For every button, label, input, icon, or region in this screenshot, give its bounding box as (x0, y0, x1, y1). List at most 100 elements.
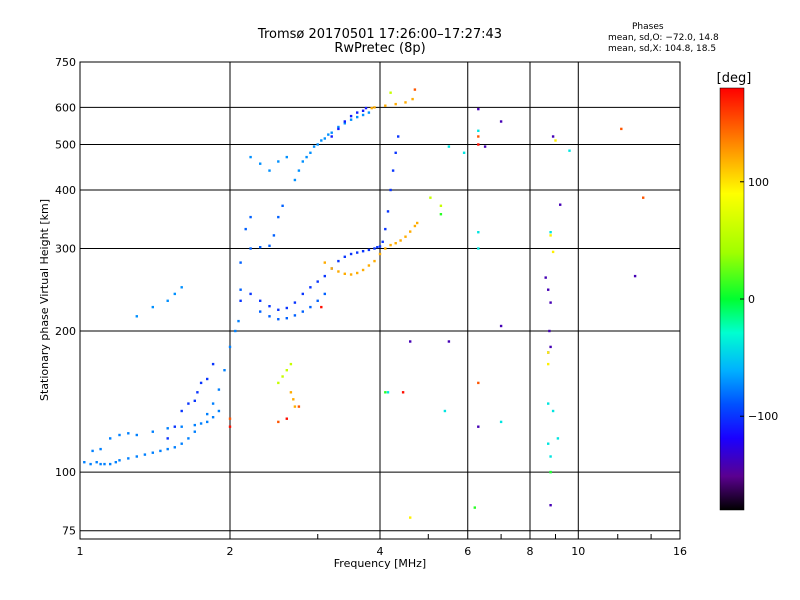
echo-point (477, 425, 480, 428)
echo-point (349, 273, 353, 276)
echo-point (443, 409, 447, 413)
echo-point (447, 145, 451, 148)
echo-point (173, 446, 176, 449)
echo-point (196, 391, 199, 394)
echo-point (277, 215, 280, 219)
colorbar-tick-label: 100 (748, 176, 769, 189)
echo-point (277, 308, 280, 311)
y-tick-label: 200 (55, 325, 76, 338)
echo-point (349, 114, 353, 118)
echo-point (180, 442, 183, 445)
echo-point (429, 196, 432, 199)
echo-point (211, 416, 215, 419)
echo-point (337, 259, 340, 263)
x-tick-label: 10 (571, 545, 585, 558)
echo-point (268, 169, 271, 172)
echo-point (234, 329, 237, 333)
echo-point (239, 261, 242, 264)
echo-point (293, 314, 297, 317)
echo-point (559, 203, 562, 206)
x-tick-label: 1 (77, 545, 84, 558)
echo-point (556, 437, 560, 440)
echo-point (143, 453, 147, 456)
echo-point (551, 135, 555, 138)
echo-point (439, 204, 443, 207)
echo-point (292, 398, 295, 401)
plot-frame (79, 61, 681, 540)
echo-point (249, 155, 252, 159)
echo-point (549, 301, 552, 304)
echo-point (277, 160, 280, 163)
echo-point (166, 427, 169, 430)
phase-stats-o: mean, sd,O: −72.0, 14.8 (608, 33, 719, 43)
chart-subtitle: RwPretec (8p) (334, 41, 426, 56)
echo-point (386, 391, 390, 394)
echo-point (187, 402, 190, 405)
echo-point (401, 391, 405, 394)
y-tick-label: 500 (55, 139, 76, 152)
echo-point (330, 135, 333, 138)
echo-point (477, 107, 480, 111)
echo-point (373, 247, 376, 250)
echo-point (316, 143, 319, 146)
echo-point (285, 155, 288, 159)
x-tick-label: 4 (377, 545, 384, 558)
echo-point (180, 425, 183, 428)
echo-point (477, 135, 480, 138)
echo-point (312, 145, 316, 148)
echo-point (285, 417, 288, 420)
echo-point (277, 381, 280, 385)
echo-point (211, 362, 215, 366)
echo-point (159, 449, 162, 453)
echo-point (89, 462, 92, 466)
echo-point (394, 242, 397, 245)
echo-point (356, 271, 359, 275)
x-tick-label: 2 (227, 545, 234, 558)
echo-point (281, 375, 284, 378)
echo-point (268, 315, 271, 318)
echo-point (447, 340, 451, 343)
echo-point (416, 221, 419, 225)
echo-point (378, 252, 382, 256)
echo-point (151, 305, 154, 309)
echo-point (91, 449, 94, 453)
echo-point (99, 462, 102, 466)
echo-point (309, 151, 312, 154)
echo-point (259, 299, 262, 302)
echo-point (568, 149, 571, 152)
echo-point (394, 151, 397, 154)
echo-point (268, 305, 271, 308)
echo-point (166, 447, 169, 451)
phase-stats-x: mean, sd,X: 104.8, 18.5 (608, 44, 717, 54)
echo-point (118, 459, 121, 462)
echo-point (633, 274, 637, 278)
echo-point (349, 252, 353, 256)
echo-point (343, 122, 346, 125)
echo-point (316, 299, 319, 302)
echo-point (223, 369, 226, 372)
colorbar-ticks: 100 0 −100 (740, 176, 778, 423)
echo-point (99, 447, 102, 451)
chart-title: Tromsø 20170501 17:26:00–17:27:43 (257, 27, 503, 42)
echo-point (323, 137, 326, 140)
echo-point (193, 423, 196, 427)
echo-point (259, 162, 262, 165)
echo-point (239, 288, 242, 291)
echo-point (384, 104, 387, 107)
echo-point (249, 215, 252, 219)
echo-point (547, 442, 550, 445)
echo-point (499, 120, 503, 123)
echo-point (135, 433, 138, 437)
echo-point (551, 250, 555, 254)
echo-point (361, 109, 365, 112)
echo-point (237, 319, 240, 323)
echo-point (549, 234, 552, 237)
echo-point (397, 135, 400, 138)
echo-point (356, 251, 359, 254)
echo-point (356, 115, 359, 119)
echo-point (477, 247, 480, 250)
y-tick-label: 750 (55, 56, 76, 69)
echo-point (323, 292, 326, 296)
echo-point (135, 315, 138, 318)
